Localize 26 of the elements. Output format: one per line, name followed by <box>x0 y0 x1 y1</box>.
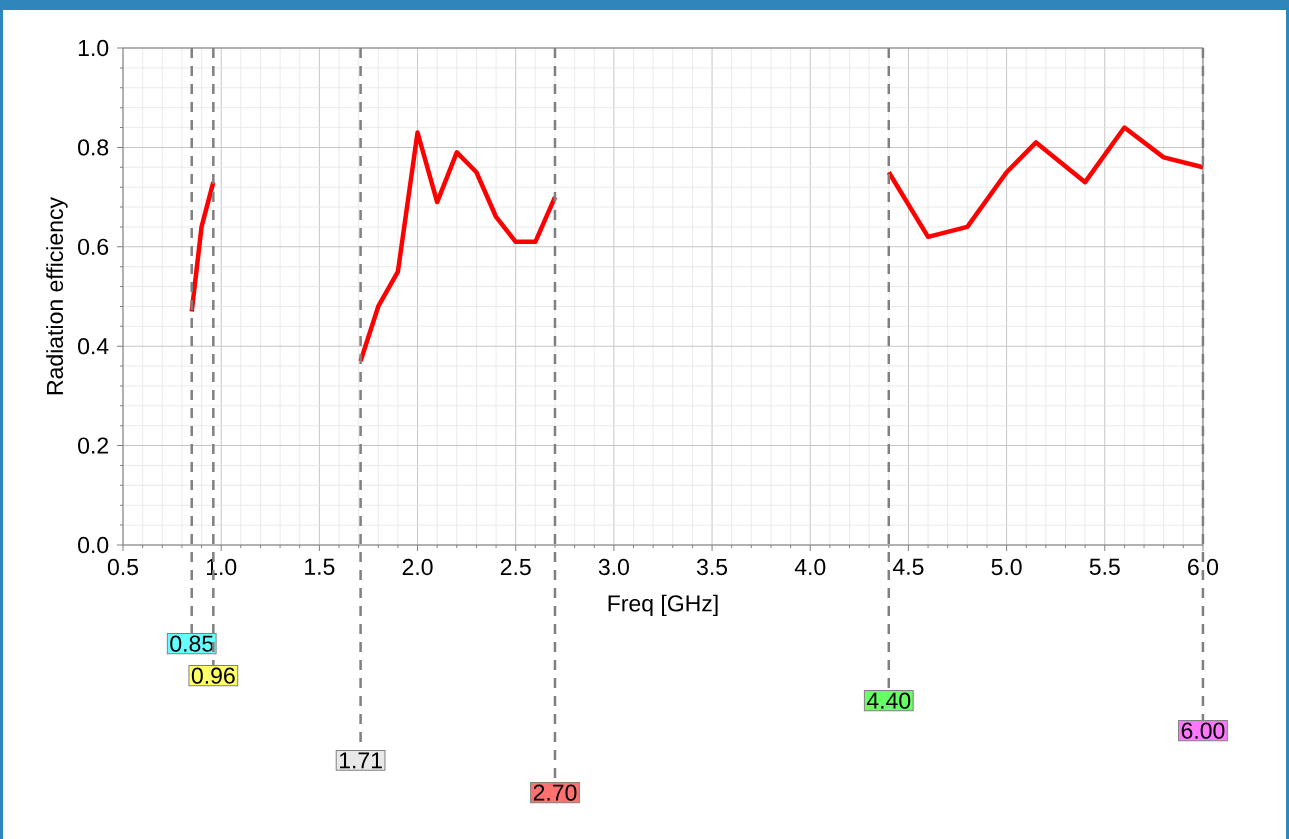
ref-line-label: 6.00 <box>1181 722 1225 739</box>
ref-line-label: 1.71 <box>339 752 382 769</box>
ref-line-label: 0.85 <box>170 635 214 652</box>
ref-line-label: 2.70 <box>533 784 577 801</box>
y-tick-label: 0.0 <box>78 536 109 554</box>
y-tick-label: 0.6 <box>78 238 109 255</box>
x-tick-label: 4.5 <box>892 558 924 575</box>
x-tick-label: 5.0 <box>991 558 1022 576</box>
x-tick-label: 2.5 <box>500 558 531 576</box>
y-tick-label: 0.8 <box>78 139 109 156</box>
y-axis-title: Radiation efficiency <box>46 197 68 395</box>
ref-line-label: 4.40 <box>866 692 911 709</box>
x-tick-label: 0.5 <box>107 558 139 576</box>
x-axis-title: Freq [GHz] <box>608 594 718 617</box>
ref-line-label: 0.96 <box>191 667 235 684</box>
y-tick-label: 0.4 <box>78 338 109 355</box>
x-tick-label: 4.0 <box>794 558 826 576</box>
x-tick-label: 3.0 <box>598 558 629 576</box>
x-tick-label: 3.5 <box>696 558 728 576</box>
x-tick-label: 1.0 <box>206 558 237 576</box>
x-tick-label: 6.0 <box>1188 558 1219 576</box>
y-tick-label: 1.0 <box>78 39 109 57</box>
x-tick-label: 5.5 <box>1089 558 1120 575</box>
x-tick-label: 1.5 <box>305 558 335 575</box>
x-tick-label: 2.0 <box>402 558 433 576</box>
y-tick-label: 0.2 <box>78 437 108 454</box>
